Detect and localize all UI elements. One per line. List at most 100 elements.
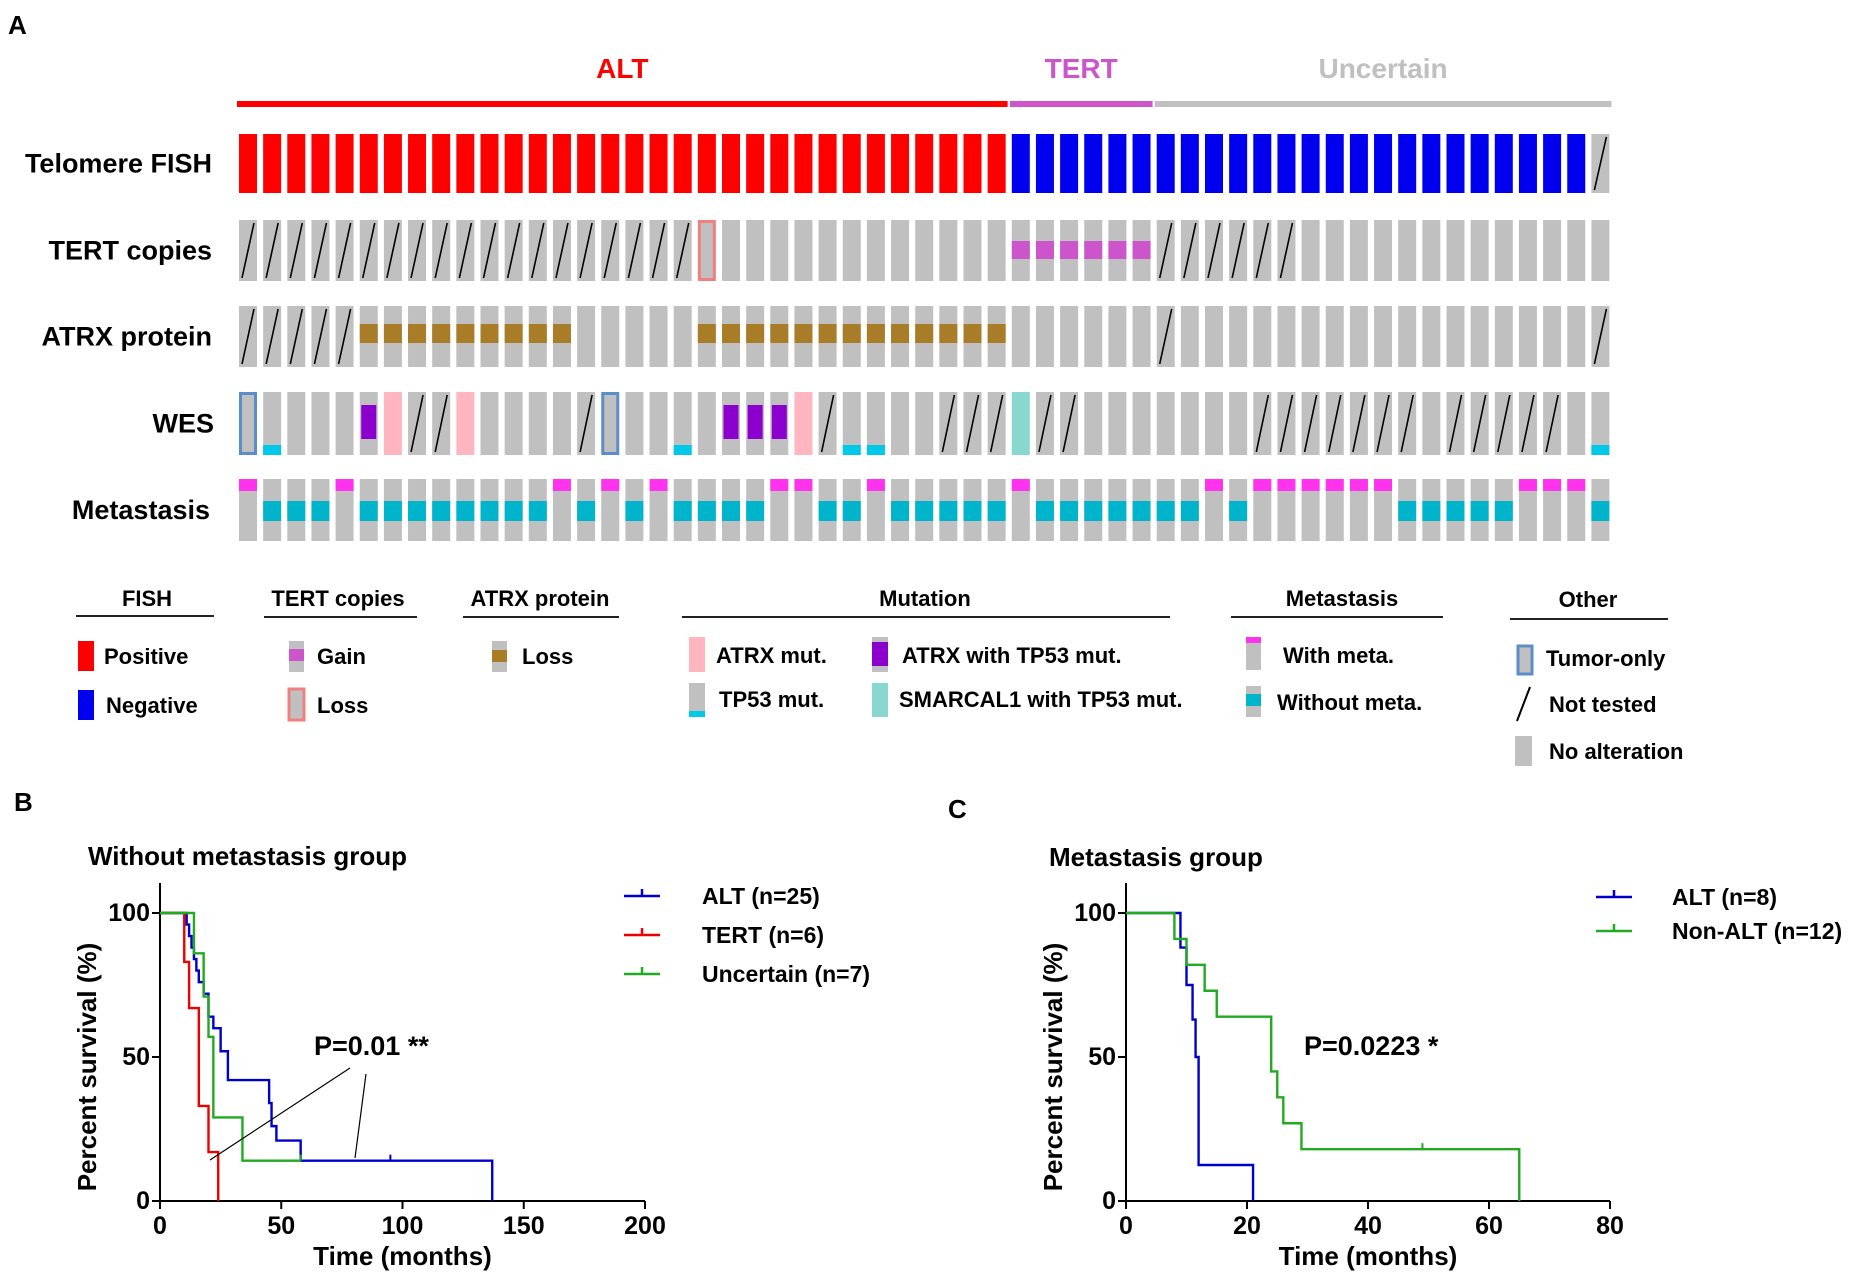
wes-tp53-band <box>673 445 692 455</box>
meta-with-band <box>1253 479 1272 491</box>
not-tested-icon <box>627 222 642 279</box>
not-tested-icon <box>361 222 376 279</box>
legend-gain-label: Gain <box>317 644 366 669</box>
not-tested-icon <box>1279 222 1294 279</box>
not-tested-icon <box>1255 222 1270 279</box>
atrx-cell <box>625 306 644 367</box>
atrx-loss-band <box>891 324 910 343</box>
tert-gain-band <box>1035 241 1054 259</box>
meta-cell <box>794 479 813 541</box>
x-axis-title: Time (months) <box>1279 1241 1458 1271</box>
atrx-loss-band <box>746 324 765 343</box>
wes-cell <box>528 392 547 455</box>
meta-without-band <box>1084 501 1103 521</box>
meta-without-band <box>1132 501 1151 521</box>
meta-with-band <box>1301 479 1320 491</box>
meta-with-band <box>1277 479 1296 491</box>
tert-cell <box>1543 220 1562 281</box>
x-tick-label: 0 <box>153 1212 167 1240</box>
meta-cell <box>601 479 620 541</box>
atrx-cell <box>1132 306 1151 367</box>
atrx-loss-band <box>818 324 837 343</box>
km-series-line <box>1126 911 1521 1201</box>
meta-cell <box>1374 479 1393 541</box>
not-tested-icon <box>265 308 279 365</box>
atrx-cell <box>1446 306 1465 367</box>
fish-cell <box>504 134 523 193</box>
meta-cell <box>239 479 257 541</box>
legend-label: Non-ALT (n=12) <box>1672 918 1842 944</box>
fish-cell <box>1494 134 1513 193</box>
not-tested-icon <box>989 394 1004 453</box>
legend-without-meta-band <box>1246 694 1261 706</box>
tert-cell <box>1591 220 1610 281</box>
group-label: TERT <box>1045 53 1118 84</box>
km-chart-metastasis: 0 20 40 60 80 0 50 100 Time (months) Percent surv… <box>1038 883 1842 1271</box>
meta-without-band <box>697 501 716 521</box>
meta-with-band <box>1567 479 1586 491</box>
panel-label-c: C <box>948 794 967 824</box>
wes-cell <box>504 392 523 455</box>
y-axis-title: Percent survival (%) <box>1038 943 1068 1192</box>
tert-cell <box>746 220 765 281</box>
fish-cell <box>746 134 765 193</box>
km-b-title: Without metastasis group <box>88 841 407 871</box>
km-series-line <box>160 911 220 1201</box>
meta-without-band <box>818 501 837 521</box>
tert-cell <box>770 220 789 281</box>
meta-without-band <box>311 501 330 521</box>
atrx-loss-band <box>456 324 475 343</box>
meta-with-band <box>552 479 571 491</box>
atrx-cell <box>1374 306 1393 367</box>
atrx-cell <box>1229 306 1248 367</box>
meta-without-band <box>1156 501 1175 521</box>
fish-cell <box>1060 134 1079 193</box>
wes-cell <box>1132 392 1151 455</box>
not-tested-icon <box>1521 394 1535 453</box>
x-tick-label: 0 <box>1119 1212 1133 1240</box>
legend-loss-swatch <box>287 687 306 722</box>
atrx-cell <box>1567 306 1586 367</box>
meta-with-band <box>1011 479 1030 491</box>
legend-label: ALT (n=25) <box>702 883 820 909</box>
atrx-cell <box>673 306 692 367</box>
fish-cell <box>1349 134 1368 193</box>
wes-cell <box>1156 392 1175 455</box>
x-axis-title: Time (months) <box>313 1241 492 1271</box>
legend-no-alteration-swatch <box>1515 736 1532 766</box>
meta-without-band <box>987 501 1006 521</box>
wes-cell <box>1422 392 1441 455</box>
atrx-loss-band <box>722 324 740 343</box>
legend-atrx-loss-band <box>492 650 507 662</box>
fish-cell <box>480 134 499 193</box>
wes-cell <box>601 392 620 455</box>
tert-cell <box>1301 220 1320 281</box>
atrx-cell <box>1277 306 1296 367</box>
meta-without-band <box>504 501 523 521</box>
tert-cell <box>818 220 837 281</box>
wes-cell <box>866 392 885 455</box>
fish-cell <box>577 134 596 193</box>
meta-without-band <box>1591 501 1610 521</box>
legend-atrx-title: ATRX protein <box>471 586 610 611</box>
meta-with-band <box>794 479 813 491</box>
tert-cell <box>939 220 958 281</box>
atrx-loss-band <box>794 324 813 343</box>
not-tested-icon <box>410 394 424 453</box>
fish-cell <box>939 134 958 193</box>
meta-without-band <box>1180 501 1199 521</box>
wes-atrx-tp53-band <box>771 405 787 439</box>
meta-with-band <box>1518 479 1537 491</box>
atrx-cell <box>577 306 596 367</box>
wes-atrx-tp53-band <box>723 405 739 439</box>
meta-cell <box>1543 479 1562 541</box>
atrx-cell <box>1035 306 1054 367</box>
x-tick-label: 100 <box>382 1212 424 1240</box>
meta-without-band <box>1108 501 1127 521</box>
atrx-loss-band <box>408 324 427 343</box>
atrx-cell <box>1470 306 1489 367</box>
x-tick-label: 40 <box>1354 1212 1382 1240</box>
y-tick-label: 50 <box>1088 1043 1116 1071</box>
fish-cell <box>818 134 837 193</box>
